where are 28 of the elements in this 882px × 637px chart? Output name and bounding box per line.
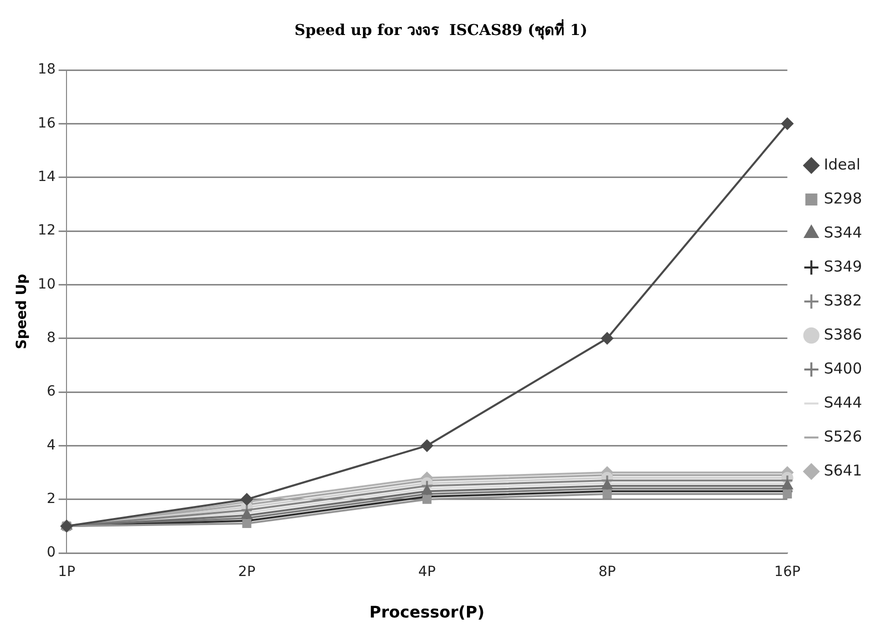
y-tick-label: 8: [46, 330, 56, 346]
chart-title: Speed up for วงจร ISCAS89 (ชุดที่ 1): [294, 18, 588, 40]
y-tick-label: 4: [46, 437, 56, 454]
legend-label: S349: [824, 257, 862, 276]
legend-label: S298: [824, 189, 862, 208]
legend-label: S382: [824, 291, 862, 310]
legend-label: S641: [824, 461, 862, 480]
legend-label: Ideal: [824, 155, 860, 174]
legend-label: S386: [824, 325, 862, 344]
y-axis-title: Speed Up: [14, 274, 30, 350]
legend-label: S344: [824, 223, 862, 242]
y-tick-label: 12: [38, 222, 56, 239]
y-tick-label: 10: [38, 276, 56, 292]
x-tick-label: 16P: [774, 564, 800, 580]
y-tick-label: 0: [46, 544, 56, 561]
x-tick-label: 1P: [58, 564, 76, 580]
x-axis-title: Processor(P): [369, 602, 485, 622]
y-tick-label: 18: [38, 62, 56, 78]
x-tick-label: 4P: [418, 564, 436, 580]
legend-label: S444: [824, 393, 862, 412]
legend-label: S526: [824, 427, 862, 446]
x-tick-label: 8P: [598, 564, 616, 580]
y-tick-label: 16: [38, 115, 56, 132]
y-tick-label: 14: [38, 168, 56, 185]
y-tick-label: 6: [46, 384, 56, 400]
y-tick-label: 2: [46, 490, 56, 507]
legend-label: S400: [824, 359, 862, 378]
x-tick-label: 2P: [238, 564, 256, 580]
